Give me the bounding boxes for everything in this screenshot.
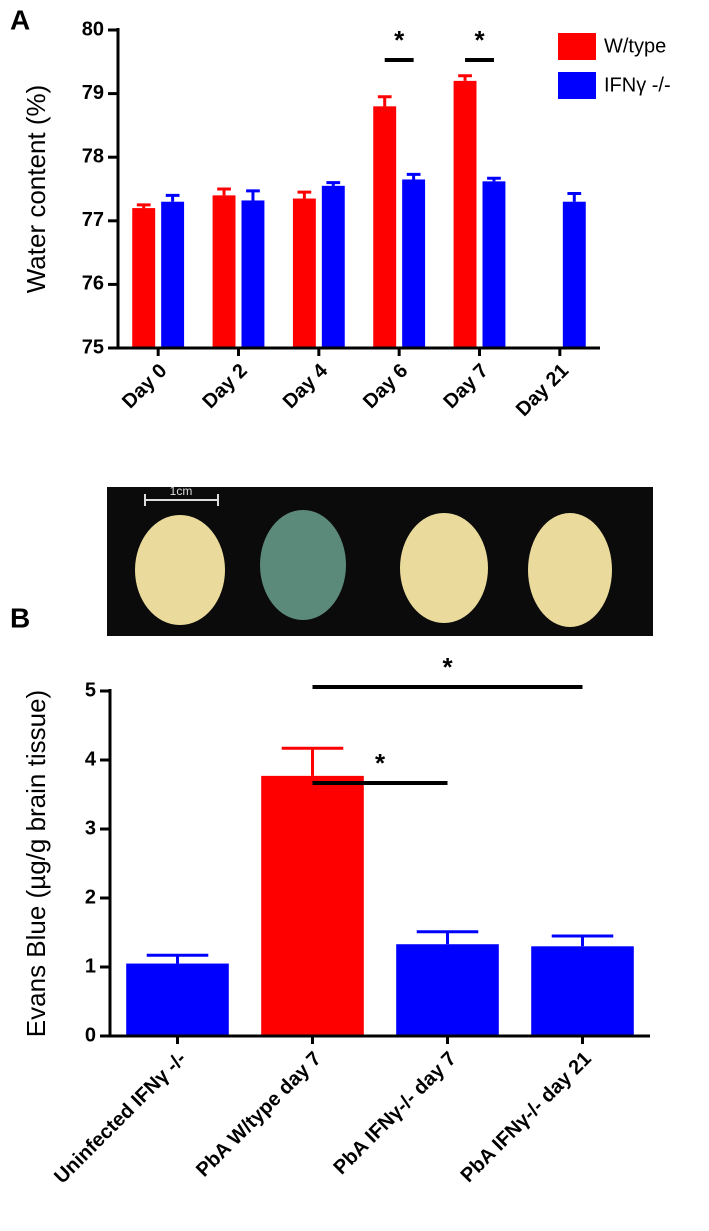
significance-star: * [394,25,405,55]
y-tick-label: 80 [82,18,104,40]
y-tick-label: 2 [85,886,96,908]
legend-label: W/type [604,35,666,57]
error-bar [146,953,209,964]
y-tick-label: 0 [85,1024,96,1046]
error-bar [487,176,501,182]
x-tick-label: Day 4 [279,359,333,413]
bar [241,200,265,348]
bar [321,185,345,348]
y-tick-label: 77 [82,209,104,231]
bar [453,80,477,348]
x-tick-label: Day 21 [512,360,573,421]
y-axis-title: Water content (%) [21,85,51,294]
y-tick-label: 4 [85,748,97,770]
error-bar [551,934,614,947]
brain [528,513,612,627]
error-bar [281,746,344,776]
panel-label: B [10,602,30,633]
error-bar [136,203,151,209]
y-tick-label: 76 [82,273,104,295]
error-bar [165,193,180,202]
error-bar [297,190,312,199]
legend-label: IFNγ -/- [604,74,671,96]
error-bar [406,172,421,180]
bar [396,944,499,1036]
y-tick-label: 3 [85,817,96,839]
x-tick-label: PbA IFNγ-/- day 7 [329,1048,460,1179]
brain [260,510,346,620]
bar [292,198,316,348]
error-bar [217,187,231,196]
bar [161,201,185,348]
y-tick-label: 75 [82,336,104,358]
legend-swatch [558,33,596,60]
x-tick-label: Day 7 [439,360,492,413]
x-tick-label: Day 0 [118,360,171,413]
brain [135,515,225,625]
y-tick-label: 5 [85,679,96,701]
y-axis-title: Evans Blue (µg/g brain tissue) [21,690,51,1037]
y-tick-label: 1 [85,955,96,977]
error-bar [326,181,341,186]
x-tick-label: Day 6 [359,360,412,413]
significance-star: * [442,652,453,682]
error-bar [458,74,472,81]
bar [402,179,426,348]
error-bar [377,95,392,107]
x-tick-label: PbA W/type day 7 [192,1048,326,1182]
brain-photo: 1cm [107,484,653,636]
bar [132,208,156,348]
legend-swatch [558,72,596,99]
bar [212,195,236,348]
bar [126,963,229,1036]
bar [562,201,586,348]
y-tick-label: 79 [82,82,104,104]
bar [261,775,364,1036]
x-tick-label: Uninfected IFNγ -/- [50,1048,190,1188]
significance-star: * [474,25,485,55]
x-tick-label: PbA IFNγ-/- day 21 [457,1048,596,1187]
bar [373,106,397,348]
scale-label: 1cm [170,484,193,498]
error-bar [246,189,260,201]
error-bar [416,930,479,945]
y-tick-label: 78 [82,145,104,167]
x-tick-label: Day 2 [198,360,251,413]
error-bar [567,191,582,202]
brain [400,513,488,623]
bar [482,181,506,348]
significance-star: * [375,748,386,778]
bar [531,946,634,1036]
panel-label: A [10,4,30,35]
